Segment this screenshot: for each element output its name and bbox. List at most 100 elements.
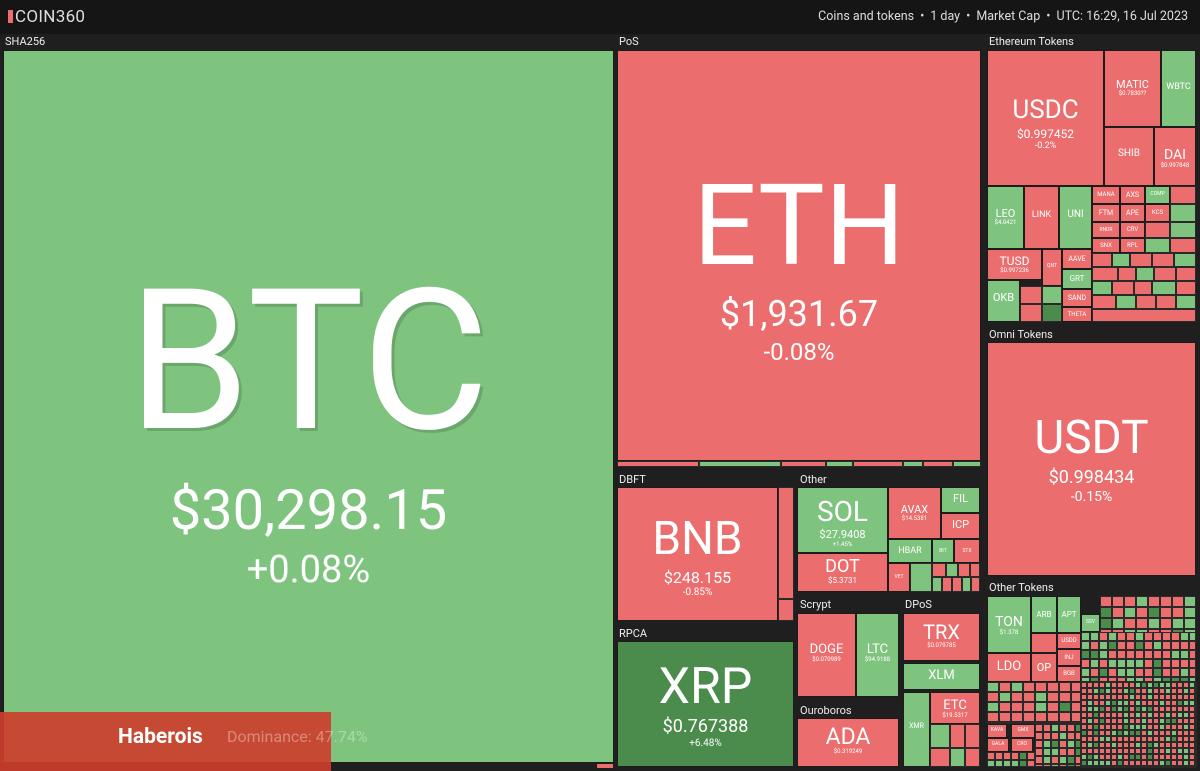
tile-mini[interactable] [1081,694,1087,700]
tile-mini[interactable] [1105,688,1111,694]
tile-mini[interactable] [995,760,1003,767]
tile-mini[interactable] [1117,641,1126,650]
tile-mini[interactable] [923,461,953,467]
tile-mini[interactable] [995,752,1003,760]
tile-mini[interactable] [1087,724,1093,730]
tile-mini[interactable] [1153,641,1162,650]
tile-mini[interactable] [1135,682,1141,688]
tile-mini[interactable] [1123,682,1129,688]
tile-mini[interactable] [1184,596,1196,607]
tile-mini[interactable] [1135,754,1141,760]
tile-mini[interactable] [1129,694,1135,700]
tile-mini[interactable] [1105,700,1111,706]
tile-mini[interactable] [1171,650,1180,659]
tile-mini[interactable] [1177,688,1183,694]
tile-mini[interactable] [1092,267,1118,281]
tile-mini[interactable] [1171,724,1177,730]
tile-mini[interactable] [1177,718,1183,724]
tile-mini[interactable] [1111,694,1117,700]
tile-mini[interactable] [1117,659,1126,668]
tile-mini[interactable] [1117,688,1123,694]
tile-mini[interactable] [1153,718,1159,724]
tile-mini[interactable] [1171,718,1177,724]
tile-mini[interactable] [1165,748,1171,754]
tile-mini[interactable] [1171,688,1177,694]
tile-mini[interactable] [1141,760,1147,766]
tile-mini[interactable] [1144,659,1153,668]
tile-mini[interactable] [1162,641,1171,650]
tile-mini[interactable] [962,577,971,592]
tile-mini[interactable] [1105,706,1111,712]
tile-mini[interactable] [1081,668,1090,677]
tile-mini[interactable] [1123,712,1129,718]
tile-mini[interactable] [1051,732,1059,740]
tile-mini[interactable] [1087,694,1093,700]
tile-mini[interactable] [999,682,1011,692]
tile-mini[interactable] [946,563,958,577]
tile-mini[interactable] [1105,766,1111,768]
tile-mini[interactable] [1141,718,1147,724]
tile-mini[interactable] [950,724,965,748]
tile-mini[interactable] [1171,659,1180,668]
tile-mini[interactable] [1159,700,1165,706]
tile-mini[interactable] [1153,724,1159,730]
tile-mini[interactable] [952,577,962,592]
tile-mini[interactable] [1189,682,1195,688]
tile-mini[interactable] [1165,736,1171,742]
tile-mini[interactable] [1011,722,1023,724]
tile-mini[interactable] [1059,740,1067,748]
tile-mini[interactable] [1183,742,1189,748]
tile-mini[interactable] [1043,740,1051,748]
tile-mini[interactable] [1129,700,1135,706]
tile-mini[interactable] [1153,742,1159,748]
tile-mini[interactable] [1177,736,1183,742]
filter-assets[interactable]: Coins and tokens [818,9,915,24]
tile-mini[interactable] [1135,724,1141,730]
tile-mini[interactable] [1117,682,1123,688]
tile-mini[interactable] [1117,730,1123,736]
tile-mini[interactable] [1093,748,1099,754]
tile-mini[interactable] [1099,736,1105,742]
tile-mini[interactable] [1059,722,1071,724]
tile-mini[interactable] [1160,607,1172,618]
tile-arb[interactable]: ARB [1031,596,1057,633]
tile-mini[interactable] [1183,760,1189,766]
tile-okb[interactable]: OKB [987,280,1020,322]
tile-mini[interactable] [1171,754,1177,760]
tile-mini[interactable] [1183,718,1189,724]
tile-mini[interactable] [1075,724,1081,732]
tile-mini[interactable] [1189,694,1195,700]
tile-mini[interactable] [1031,633,1057,653]
tile-mini[interactable] [1180,659,1189,668]
tile-mini[interactable] [1111,682,1117,688]
tile-mini[interactable] [1171,748,1177,754]
tile-mini[interactable] [1105,718,1111,724]
tile-mini[interactable] [1112,253,1130,267]
tile-mini[interactable] [1126,668,1135,677]
tile-grt[interactable]: GRT [1062,269,1092,289]
tile-mini[interactable] [1035,748,1043,756]
tile-mini[interactable] [1147,682,1153,688]
tile-mini[interactable] [1035,712,1047,722]
tile-mini[interactable] [778,599,794,621]
tile-mini[interactable] [1135,694,1141,700]
tile-mini[interactable] [1047,692,1059,702]
tile-mini[interactable] [1144,668,1153,677]
tile-mini[interactable] [1118,267,1136,281]
tile-mini[interactable] [1153,688,1159,694]
tile-mini[interactable] [1195,724,1197,730]
tile-mini[interactable] [1135,730,1141,736]
tile-mini[interactable] [1189,668,1196,677]
tile-mini[interactable] [1160,596,1172,607]
tile-mini[interactable] [1111,754,1117,760]
tile-mini[interactable] [1011,760,1019,767]
tile-mini[interactable] [1087,736,1093,742]
tile-mini[interactable] [1153,650,1162,659]
tile-mini[interactable] [617,461,699,467]
tile-rndr[interactable]: RNDR [1092,222,1120,238]
tile-mini[interactable] [1141,730,1147,736]
tile-mini[interactable] [1171,742,1177,748]
tile-mini[interactable] [987,702,999,712]
tile-mini[interactable] [1117,700,1123,706]
tile-mini[interactable] [1035,702,1047,712]
